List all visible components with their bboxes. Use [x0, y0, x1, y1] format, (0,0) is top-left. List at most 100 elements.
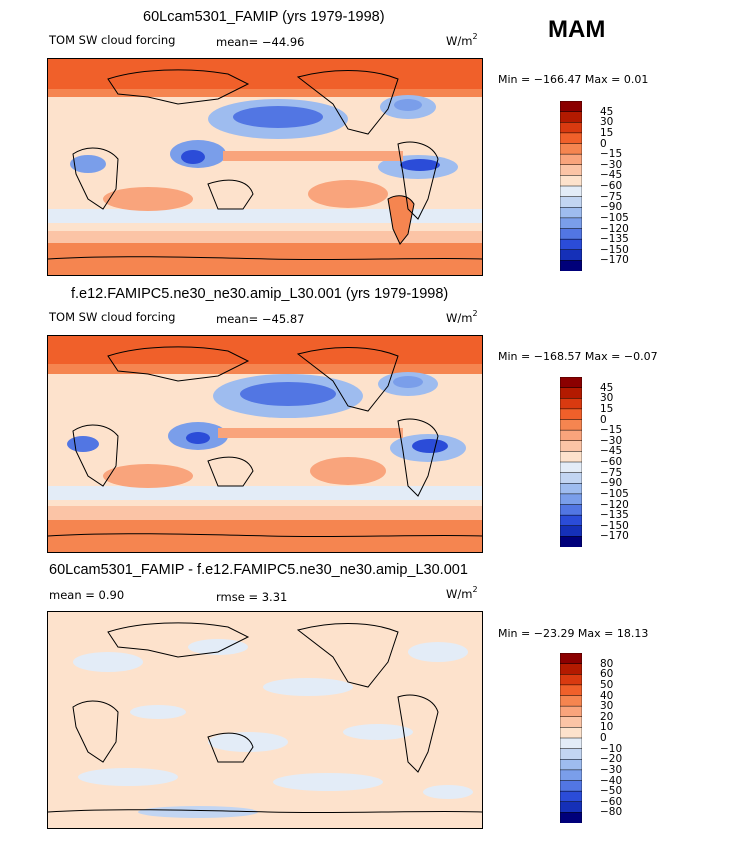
panel-3-colorbar-swatch [560, 790, 582, 803]
panel-3-title: 60Lcam5301_FAMIP - f.e12.FAMIPC5.ne30_ne… [49, 562, 468, 578]
panel-3-units: W/m2 [446, 585, 478, 601]
panel-1-colorbar-label: 0 [600, 137, 607, 150]
panel-1-colorbar-label: −15 [600, 148, 623, 161]
panel-2-colorbar-swatch [560, 377, 582, 389]
panel-3-colorbar-swatch [560, 801, 582, 814]
panel-2-colorbar-swatch [560, 461, 582, 474]
panel-2-colorbar-label: −135 [600, 509, 629, 522]
panel-3-colorbar-label: −30 [600, 763, 623, 776]
panel-3-colorbar-swatch [560, 705, 582, 718]
panel-3-colorbar-label: 40 [600, 689, 614, 702]
panel-1-colorbar-label: −105 [600, 211, 629, 224]
panel-2-minmax: Min = −168.57 Max = −0.07 [498, 350, 658, 363]
panel-1-colorbar-swatch [560, 153, 582, 166]
panel-1-colorbar-swatch [560, 196, 582, 208]
panel-3-colorbar-label: 80 [600, 657, 614, 670]
panel-3-colorbar-swatch [560, 812, 582, 823]
panel-1-colorbar-swatch [560, 238, 582, 251]
panel-1-map [47, 58, 483, 276]
panel-3-colorbar-swatch [560, 663, 582, 675]
panel-1-colorbar-swatch [560, 217, 582, 230]
panel-3-minmax: Min = −23.29 Max = 18.13 [498, 627, 649, 640]
panel-1-colorbar-label: −120 [600, 222, 629, 235]
panel-2-colorbar-label: −170 [600, 530, 629, 543]
panel-2-colorbar-label: −60 [600, 456, 623, 468]
panel-2-colorbar [560, 377, 582, 547]
panel-2-map [47, 335, 483, 553]
panel-2-colorbar-swatch [560, 514, 582, 527]
panel-1-colorbar-swatch [560, 249, 582, 262]
panel-2-colorbar-swatch [560, 493, 582, 506]
panel-3-colorbar-swatch [560, 674, 582, 686]
panel-2-colorbar-swatch [560, 387, 582, 399]
panel-2-colorbar-label: −15 [600, 424, 623, 437]
panel-3-colorbar-label: 0 [600, 732, 607, 744]
panel-1-colorbar-swatch [560, 175, 582, 187]
panel-2-colorbar-label: −75 [600, 466, 623, 479]
panel-3-colorbar-swatch [560, 748, 582, 760]
panel-1-title: 60Lcam5301_FAMIP (yrs 1979-1998) [143, 9, 385, 25]
panel-2-colorbar-swatch [560, 472, 582, 484]
panel-2-colorbar-swatch [560, 525, 582, 538]
panel-3-colorbar-swatch [560, 769, 582, 782]
panel-3-mean: mean = 0.90 [49, 588, 125, 602]
panel-2-colorbar-label: −90 [600, 477, 623, 490]
panel-3-colorbar-label: −10 [600, 742, 623, 755]
panel-1-colorbar-label: 30 [600, 116, 614, 129]
panel-2-title: f.e12.FAMIPC5.ne30_ne30.amip_L30.001 (yr… [71, 286, 449, 302]
panel-3-colorbar-swatch [560, 727, 582, 739]
panel-1-colorbar-swatch [560, 207, 582, 219]
panel-2-colorbar-label: 30 [600, 392, 614, 405]
panel-1-colorbar-swatch [560, 185, 582, 198]
season-label: MAM [548, 16, 606, 43]
panel-1-colorbar-swatch [560, 260, 582, 271]
panel-3-colorbar-swatch [560, 695, 582, 707]
panel-1-colorbar [560, 101, 582, 271]
panel-3-colorbar-label: 20 [600, 710, 614, 723]
panel-1-minmax: Min = −166.47 Max = 0.01 [498, 73, 649, 86]
panel-3-colorbar-label: 30 [600, 700, 614, 713]
panel-1-colorbar-swatch [560, 101, 582, 113]
panel-1-colorbar-label: −135 [600, 233, 629, 246]
panel-3-colorbar-label: 10 [600, 721, 614, 734]
panel-1-colorbar-swatch [560, 143, 582, 155]
panel-2-colorbar-label: 45 [600, 381, 614, 394]
panel-2-colorbar-label: 0 [600, 413, 607, 426]
panel-2-colorbar-swatch [560, 408, 582, 421]
panel-3-colorbar-swatch [560, 737, 582, 750]
panel-2-colorbar-swatch [560, 504, 582, 516]
panel-3-colorbar-label: −20 [600, 753, 623, 766]
panel-2-mean: mean= −45.87 [216, 312, 305, 326]
panel-3-colorbar-label: −60 [600, 795, 623, 808]
panel-1-colorbar-label: −90 [600, 201, 623, 214]
panel-2-colorbar-swatch [560, 483, 582, 495]
panel-2-units: W/m2 [446, 309, 478, 325]
panel-2-colorbar-label: 15 [600, 402, 614, 415]
panel-2-colorbar-swatch [560, 398, 582, 410]
panel-1-colorbar-label: 45 [600, 105, 614, 118]
panel-2-field: TOM SW cloud forcing [49, 310, 176, 324]
panel-3-colorbar-label: −80 [600, 806, 623, 819]
panel-3-colorbar-swatch [560, 780, 582, 792]
panel-1-mean: mean= −44.96 [216, 35, 305, 49]
panel-1-units: W/m2 [446, 32, 478, 48]
panel-1-colorbar-label: −170 [600, 254, 629, 267]
panel-3-colorbar-label: −50 [600, 785, 623, 798]
panel-1-colorbar-label: −150 [600, 243, 629, 256]
panel-2-colorbar-label: −30 [600, 434, 623, 447]
panel-3-colorbar-label: −40 [600, 774, 623, 787]
panel-3-colorbar-swatch [560, 759, 582, 771]
panel-1-colorbar-swatch [560, 122, 582, 134]
panel-2-colorbar-swatch [560, 440, 582, 453]
panel-2-colorbar-swatch [560, 429, 582, 442]
panel-3-colorbar-swatch [560, 716, 582, 729]
panel-3-colorbar-label: 60 [600, 668, 614, 681]
panel-1-field: TOM SW cloud forcing [49, 33, 176, 47]
panel-3-colorbar-swatch [560, 684, 582, 697]
panel-2-colorbar-swatch [560, 451, 582, 463]
panel-3-map [47, 611, 483, 829]
panel-1-colorbar-swatch [560, 164, 582, 177]
panel-2-colorbar-swatch [560, 419, 582, 431]
panel-2-colorbar-label: −120 [600, 498, 629, 511]
panel-2-colorbar-swatch [560, 536, 582, 547]
